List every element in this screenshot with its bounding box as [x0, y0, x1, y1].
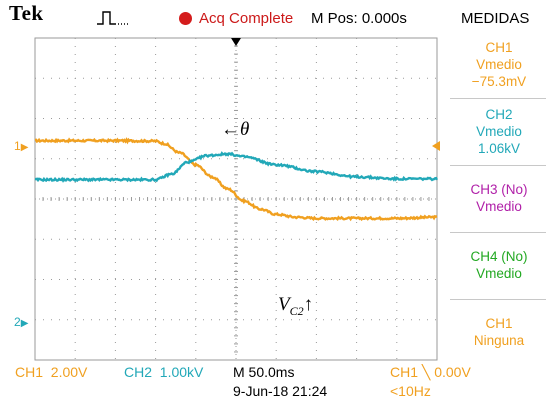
panel-divider: [450, 299, 546, 300]
horizontal-position: M Pos: 0.000s: [311, 10, 407, 27]
ch2-waveform: [34, 151, 439, 183]
trigger-readout[interactable]: CH1 ╲ 0.00V: [390, 364, 471, 380]
measurements-panel: CH1 Vmedio −75.3mV CH2 Vmedio 1.06kV CH3…: [450, 34, 548, 370]
measurement-ch3-mean[interactable]: CH3 (No) Vmedio: [470, 182, 528, 214]
ch1-scale-readout[interactable]: CH1 2.00V: [15, 364, 88, 380]
acquisition-indicator-icon: [179, 12, 192, 25]
trigger-position-marker-icon: [231, 38, 241, 46]
graticule-grid: [34, 37, 438, 361]
measurement-ch4-mean[interactable]: CH4 (No) Vmedio: [470, 249, 528, 281]
measurement-ch1-none[interactable]: CH1 Ninguna: [473, 316, 525, 348]
measurement-ch1-mean[interactable]: CH1 Vmedio −75.3mV: [471, 40, 527, 89]
ch1-ground-marker[interactable]: 1▶: [14, 139, 29, 153]
trigger-frequency: <10Hz: [390, 383, 431, 399]
brand-logo: Tek: [9, 1, 44, 25]
ch2-scale-readout[interactable]: CH2 1.00kV: [124, 364, 204, 380]
trigger-level-marker-icon: [432, 141, 440, 151]
vc2-annotation: VC2↑: [278, 294, 314, 318]
timebase-readout[interactable]: M 50.0ms: [233, 364, 295, 380]
panel-divider: [450, 165, 546, 166]
measurement-ch2-mean[interactable]: CH2 Vmedio 1.06kV: [476, 107, 522, 156]
panel-divider: [450, 98, 546, 99]
ch1-waveform: [34, 137, 438, 222]
measurements-menu-title[interactable]: MEDIDAS: [461, 10, 530, 27]
ch2-ground-marker[interactable]: 2▶: [14, 315, 29, 329]
date-time: 9-Jun-18 21:24: [233, 383, 328, 399]
trigger-pulse-icon: [97, 11, 128, 25]
acquisition-status: Acq Complete: [199, 10, 294, 27]
theta-annotation: ←θ: [221, 119, 250, 140]
panel-divider: [450, 232, 546, 233]
